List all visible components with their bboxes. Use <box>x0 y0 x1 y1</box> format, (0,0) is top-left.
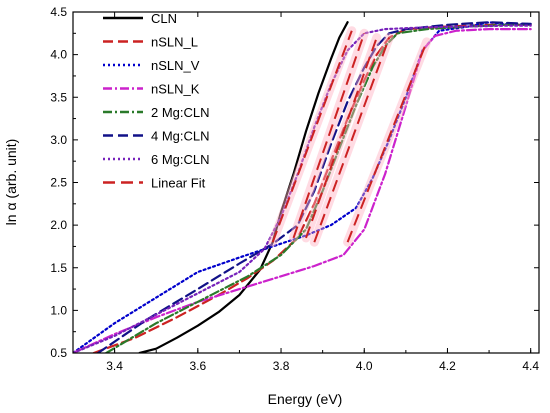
x-tick-label-3: 4.0 <box>356 359 373 373</box>
fit-band-4 <box>343 37 432 247</box>
series-line-3 <box>73 28 532 353</box>
x-tick-label-0: 3.4 <box>106 359 123 373</box>
y-tick-label-1: 1.0 <box>50 303 67 317</box>
legend-label-6: 6 Mg:CLN <box>151 152 210 167</box>
series-line-2 <box>73 21 532 353</box>
x-tick-label-5: 4.4 <box>522 359 539 373</box>
x-tick-label-4: 4.2 <box>439 359 456 373</box>
axes: 3.4 3.6 3.8 4.0 4.2 4.4 0.5 1.0 1.5 2.0 2.5 3.0 3.5 4… <box>50 5 540 373</box>
legend: CLN nSLN_L nSLN_V nSLN_K 2 Mg:CLN 4 Mg:CLN 6 M… <box>103 11 210 191</box>
y-axis-title: ln α (arb. unit) <box>3 139 19 226</box>
plot-area <box>73 21 532 353</box>
y-tick-label-2: 1.5 <box>50 261 67 275</box>
x-tick-label-2: 3.8 <box>273 359 290 373</box>
fit-line-3 <box>313 37 391 243</box>
y-tick-label-0: 0.5 <box>50 346 67 360</box>
series-line-0 <box>138 21 349 353</box>
legend-label-7: Linear Fit <box>151 176 206 191</box>
legend-label-4: 2 Mg:CLN <box>151 105 210 120</box>
y-tick-label-6: 3.5 <box>50 90 67 104</box>
legend-label-1: nSLN_L <box>151 35 198 50</box>
y-tick-label-7: 4.0 <box>50 48 67 62</box>
fit-line-0 <box>271 30 353 243</box>
legend-label-3: nSLN_K <box>151 82 200 97</box>
y-tick-label-4: 2.5 <box>50 176 67 190</box>
y-tick-label-3: 2.0 <box>50 218 67 232</box>
fit-line-1 <box>292 32 366 239</box>
legend-label-5: 4 Mg:CLN <box>151 129 210 144</box>
y-tick-label-5: 3.0 <box>50 133 67 147</box>
legend-label-0: CLN <box>151 11 177 26</box>
series-group <box>73 21 532 353</box>
y-tick-label-8: 4.5 <box>50 5 67 19</box>
fit-band-2 <box>301 33 382 243</box>
legend-label-2: nSLN_V <box>151 58 200 73</box>
x-axis-title: Energy (eV) <box>268 391 343 407</box>
series-line-6 <box>73 24 532 353</box>
x-tick-label-1: 3.6 <box>189 359 206 373</box>
